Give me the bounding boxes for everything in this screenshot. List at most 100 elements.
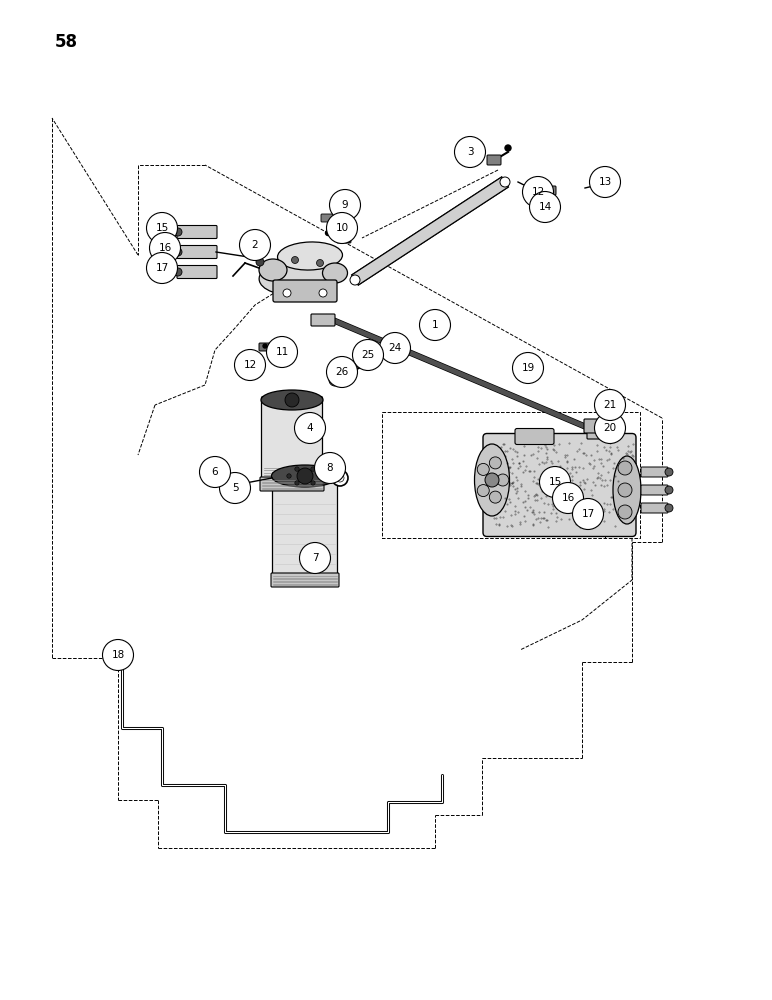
Circle shape — [665, 486, 673, 494]
Circle shape — [326, 231, 330, 235]
Circle shape — [485, 473, 499, 487]
Text: 15: 15 — [548, 477, 561, 487]
Circle shape — [505, 145, 511, 151]
Circle shape — [295, 481, 300, 485]
Text: 3: 3 — [467, 147, 473, 157]
Circle shape — [590, 166, 621, 198]
Text: 16: 16 — [561, 493, 574, 503]
FancyBboxPatch shape — [483, 433, 636, 536]
Circle shape — [205, 468, 211, 473]
Circle shape — [336, 474, 344, 482]
Circle shape — [368, 354, 376, 362]
Text: 19: 19 — [521, 363, 535, 373]
Circle shape — [319, 289, 327, 297]
Circle shape — [497, 474, 509, 486]
Circle shape — [202, 464, 214, 476]
Circle shape — [346, 370, 350, 374]
Circle shape — [594, 412, 625, 444]
Text: 11: 11 — [276, 347, 289, 357]
Text: 13: 13 — [598, 177, 611, 187]
FancyBboxPatch shape — [262, 396, 323, 482]
Circle shape — [235, 350, 266, 380]
Circle shape — [477, 485, 489, 497]
FancyBboxPatch shape — [641, 485, 668, 495]
Circle shape — [283, 289, 291, 297]
Circle shape — [357, 357, 367, 367]
Circle shape — [477, 463, 489, 475]
Text: 9: 9 — [342, 200, 348, 210]
Text: 2: 2 — [252, 240, 259, 250]
Circle shape — [343, 367, 353, 377]
Text: 1: 1 — [432, 320, 438, 330]
FancyBboxPatch shape — [227, 481, 241, 490]
Circle shape — [618, 483, 632, 497]
Text: 14: 14 — [538, 202, 552, 212]
Circle shape — [665, 504, 673, 512]
Ellipse shape — [475, 444, 510, 516]
Circle shape — [329, 374, 341, 386]
Text: 12: 12 — [531, 187, 544, 197]
FancyBboxPatch shape — [515, 428, 554, 444]
Text: 4: 4 — [306, 423, 313, 433]
Circle shape — [540, 466, 571, 497]
Circle shape — [317, 259, 323, 266]
Circle shape — [314, 452, 346, 484]
FancyBboxPatch shape — [177, 265, 217, 278]
Circle shape — [199, 456, 231, 488]
Circle shape — [330, 190, 361, 221]
FancyBboxPatch shape — [587, 427, 611, 439]
Circle shape — [489, 457, 501, 469]
FancyBboxPatch shape — [259, 343, 271, 351]
Circle shape — [609, 179, 615, 185]
Text: 8: 8 — [327, 463, 334, 473]
Text: 17: 17 — [155, 263, 168, 273]
Circle shape — [573, 498, 604, 529]
Circle shape — [311, 467, 315, 471]
Text: 12: 12 — [243, 360, 256, 370]
Circle shape — [319, 474, 323, 478]
Ellipse shape — [277, 242, 343, 270]
Circle shape — [240, 354, 256, 370]
Circle shape — [380, 332, 411, 363]
Circle shape — [287, 474, 291, 478]
Circle shape — [489, 491, 501, 503]
Circle shape — [285, 393, 299, 407]
Text: 20: 20 — [604, 423, 617, 433]
Circle shape — [174, 228, 182, 236]
Text: 21: 21 — [604, 400, 617, 410]
Circle shape — [297, 468, 313, 484]
FancyBboxPatch shape — [641, 503, 668, 513]
Circle shape — [295, 467, 300, 471]
Circle shape — [150, 232, 181, 263]
Circle shape — [553, 483, 584, 514]
Circle shape — [390, 352, 394, 357]
Text: 18: 18 — [111, 650, 124, 660]
FancyBboxPatch shape — [544, 186, 556, 195]
Circle shape — [294, 412, 326, 444]
Text: 25: 25 — [361, 350, 374, 360]
Circle shape — [346, 237, 350, 242]
Text: 24: 24 — [388, 343, 401, 353]
Ellipse shape — [323, 263, 347, 283]
FancyBboxPatch shape — [599, 178, 611, 187]
Text: 16: 16 — [158, 243, 171, 253]
FancyBboxPatch shape — [273, 473, 337, 578]
Text: 17: 17 — [581, 509, 594, 519]
FancyBboxPatch shape — [311, 314, 335, 326]
Ellipse shape — [259, 259, 287, 281]
Ellipse shape — [259, 257, 341, 295]
FancyBboxPatch shape — [584, 419, 621, 433]
Circle shape — [594, 389, 625, 420]
Circle shape — [103, 640, 134, 670]
Circle shape — [419, 310, 451, 340]
Circle shape — [618, 505, 632, 519]
FancyBboxPatch shape — [641, 467, 668, 477]
Circle shape — [256, 258, 264, 266]
Text: 6: 6 — [212, 467, 218, 477]
Circle shape — [513, 353, 543, 383]
Circle shape — [266, 336, 297, 367]
Circle shape — [604, 399, 612, 407]
Text: 7: 7 — [312, 553, 318, 563]
Circle shape — [219, 473, 250, 504]
FancyBboxPatch shape — [337, 235, 351, 243]
